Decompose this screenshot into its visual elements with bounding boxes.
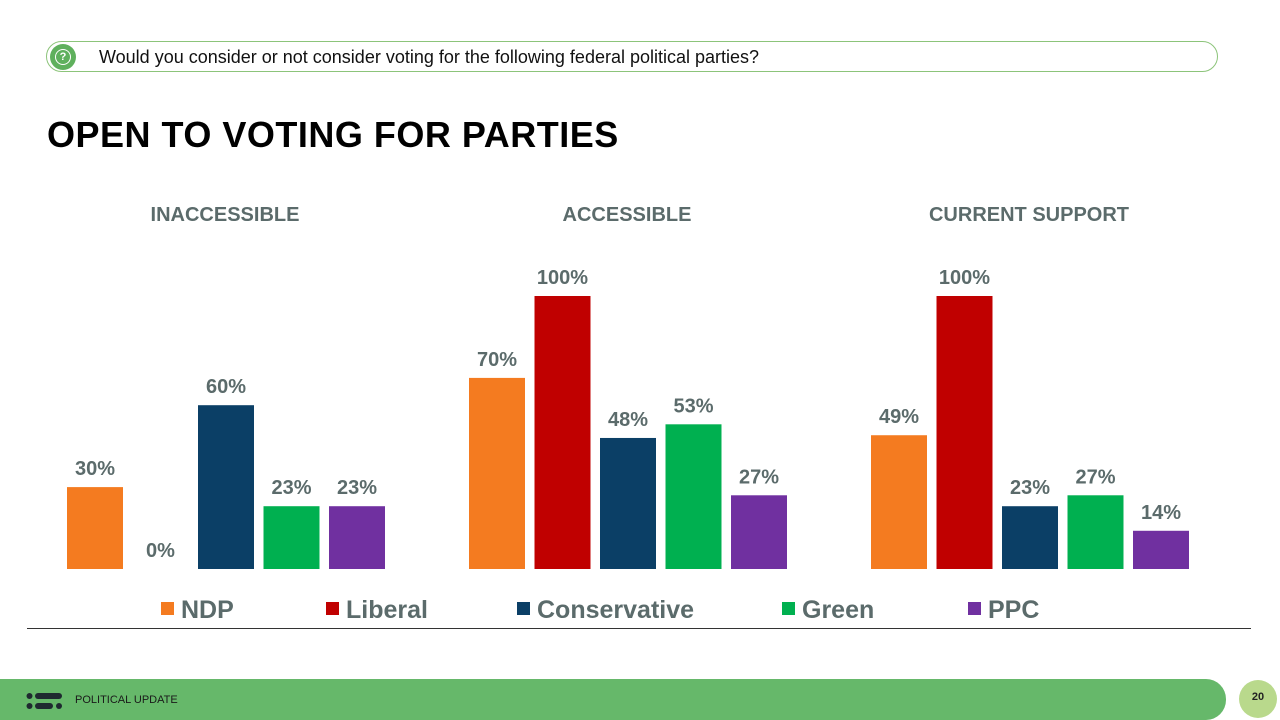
legend-label: NDP	[181, 596, 234, 624]
bar	[665, 424, 722, 569]
bar	[469, 377, 525, 569]
legend-label: PPC	[988, 596, 1039, 624]
data-label: 23%	[337, 477, 377, 499]
page-number: 20	[1251, 691, 1265, 703]
footer-label: POLITICAL UPDATE	[75, 694, 178, 706]
data-label: 60%	[206, 376, 246, 398]
bar	[1002, 506, 1058, 569]
legend-label: Conservative	[537, 596, 694, 624]
divider-line	[27, 628, 1251, 629]
data-label: 48%	[608, 409, 648, 431]
bar	[871, 435, 927, 569]
page-title: OPEN TO VOTING FOR PARTIES	[47, 114, 619, 155]
data-label: 100%	[537, 267, 588, 289]
data-label: 14%	[1141, 502, 1181, 524]
bar	[263, 506, 320, 569]
data-label: 53%	[673, 395, 713, 417]
bar	[731, 495, 787, 569]
data-label: 100%	[939, 267, 990, 289]
page-number-badge: 20	[1239, 680, 1277, 718]
bar	[600, 437, 656, 569]
bar	[936, 296, 993, 569]
bar	[329, 506, 385, 569]
legend-swatch	[517, 602, 530, 615]
legend-swatch	[326, 602, 339, 615]
question-banner: ? Would you consider or not consider vot…	[46, 41, 1218, 72]
group-label: ACCESSIBLE	[563, 204, 692, 226]
bar	[198, 405, 254, 569]
legend-swatch	[782, 602, 795, 615]
data-label: 27%	[739, 466, 779, 488]
bar	[534, 296, 591, 569]
bar	[67, 487, 123, 569]
data-label: 0%	[146, 540, 175, 562]
legend-swatch	[968, 602, 981, 615]
data-label: 70%	[477, 349, 517, 371]
group-label: CURRENT SUPPORT	[929, 204, 1129, 226]
bar	[1133, 530, 1189, 569]
footer-band	[0, 679, 1226, 720]
bar-chart: INACCESSIBLE 30% 0% 60% 23% 23% ACCESSIBLE 70% 1…	[67, 204, 1189, 624]
data-label: 23%	[271, 477, 311, 499]
data-label: 27%	[1075, 466, 1115, 488]
abacus-data-logo	[26, 693, 62, 709]
legend-label: Green	[802, 596, 874, 624]
question-text: Would you consider or not consider votin…	[99, 47, 760, 67]
legend-label: Liberal	[346, 596, 428, 624]
group-label: INACCESSIBLE	[151, 204, 300, 226]
data-label: 23%	[1010, 477, 1050, 499]
legend-swatch	[161, 602, 174, 615]
data-label: 30%	[75, 458, 115, 480]
data-label: 49%	[879, 406, 919, 428]
question-icon: ?	[50, 44, 76, 70]
bar	[1067, 495, 1124, 569]
